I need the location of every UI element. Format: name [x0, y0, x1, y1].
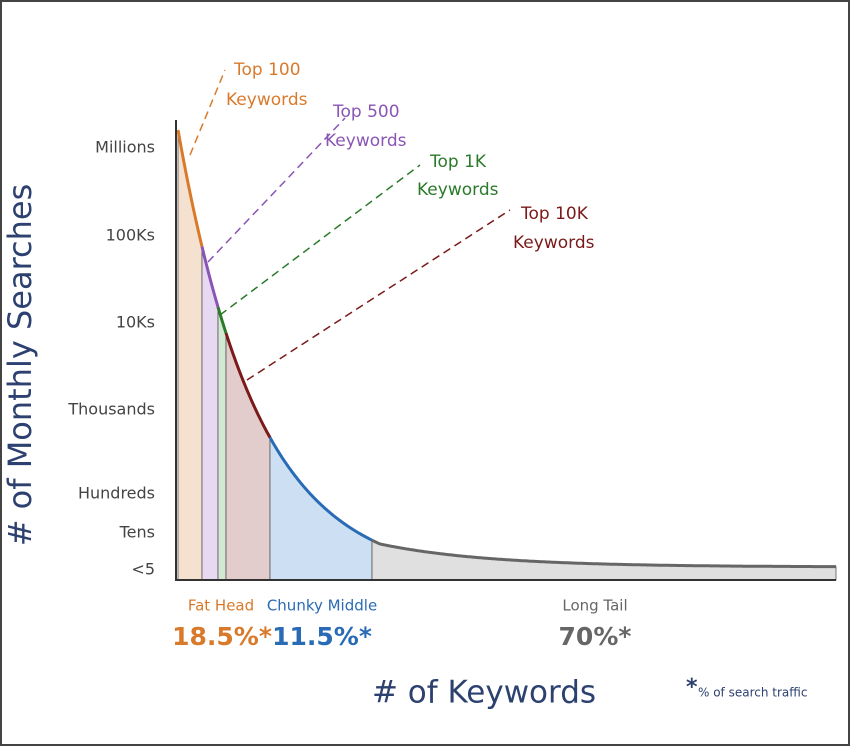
curve-segment	[176, 129, 204, 247]
y-label: Hundreds	[78, 484, 155, 503]
callout-subtitle: Keywords	[417, 180, 499, 200]
segment-share: 18.5%*	[172, 622, 272, 651]
region-fill	[217, 306, 227, 581]
curve-segment	[371, 538, 836, 569]
footnote-mark: *	[686, 675, 698, 700]
y-label: 100Ks	[106, 226, 155, 245]
y-label: Millions	[95, 138, 155, 157]
y-label: 10Ks	[116, 313, 155, 332]
callout-line	[219, 164, 421, 316]
callout-lines	[189, 69, 511, 381]
callout-subtitle: Keywords	[325, 131, 407, 151]
curve	[176, 129, 836, 569]
callout-title: Top 1K	[429, 152, 487, 172]
y-axis-title: # of Monthly Searches	[1, 184, 39, 547]
segment-share: 11.5%*	[272, 622, 372, 651]
callout-line	[207, 117, 346, 263]
footnote-text: % of search traffic	[698, 686, 807, 700]
y-label: <5	[131, 560, 155, 579]
callout-line	[189, 69, 226, 156]
callout-subtitle: Keywords	[226, 90, 308, 110]
segment-share: 70%*	[559, 622, 632, 651]
segment-name: Long Tail	[562, 597, 627, 615]
callout-subtitle: Keywords	[513, 233, 595, 253]
curve-segment	[268, 436, 373, 542]
y-label: Tens	[119, 523, 155, 542]
callout-title: Top 500	[332, 102, 400, 122]
x-axis-title: # of Keywords	[372, 675, 596, 711]
curve-segment	[224, 332, 272, 439]
y-label: Thousands	[67, 400, 155, 419]
callout-line	[246, 209, 511, 381]
callout-title: Top 100	[233, 60, 301, 80]
segment-name: Chunky Middle	[267, 597, 377, 615]
callout-title: Top 10K	[520, 204, 589, 224]
curve-segment	[216, 306, 228, 334]
curve-segment	[200, 246, 220, 308]
segment-name: Fat Head	[188, 597, 254, 615]
